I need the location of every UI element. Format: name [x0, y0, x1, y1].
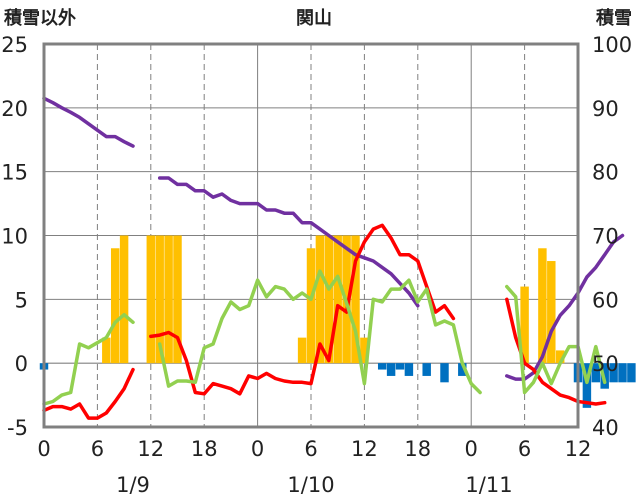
series-line-92D050 [42, 312, 135, 406]
snowfall-bar [582, 363, 592, 408]
snowfall-bar [627, 363, 636, 383]
x-tick-label: 18 [404, 437, 431, 461]
left-y-tick-label: 10 [1, 225, 28, 249]
series-line-snow-depth [157, 176, 420, 308]
snowfall-bar [591, 363, 601, 383]
snowfall-bar [306, 248, 316, 364]
x-tick-label: 12 [565, 437, 592, 461]
left-axis-title: 積雪以外 [3, 7, 76, 29]
left-y-tick-label: 20 [1, 97, 28, 121]
snowfall-bar [422, 363, 431, 376]
right-y-tick-label: 40 [592, 416, 619, 440]
series-line-92D050 [505, 284, 607, 395]
snowfall-bar [173, 235, 182, 364]
right-y-tick-label: 90 [592, 97, 619, 121]
x-tick-label: 12 [137, 437, 164, 461]
snowfall-bar [324, 235, 334, 364]
snowfall-bar [351, 235, 360, 364]
line-layer [42, 96, 625, 420]
snowfall-bar [119, 235, 129, 364]
x-tick-label: 0 [251, 437, 264, 461]
snowfall-bar [155, 235, 164, 364]
left-y-tick-label: 25 [1, 33, 28, 57]
x-tick-label: 0 [37, 437, 50, 461]
right-y-tick-label: 100 [592, 33, 632, 57]
left-y-tick-label: 5 [15, 288, 28, 312]
snowfall-bar [164, 235, 173, 364]
snowfall-bar [555, 350, 565, 364]
grid-layer [44, 44, 578, 427]
left-y-tick-label: 15 [1, 161, 28, 185]
date-label: 1/11 [465, 473, 512, 497]
right-y-tick-label: 70 [592, 225, 619, 249]
snowfall-bar [618, 363, 627, 383]
x-tick-label: 6 [518, 437, 531, 461]
chart-title: 関山 [296, 8, 332, 29]
right-y-tick-label: 60 [592, 288, 619, 312]
bar-layer [39, 235, 636, 408]
snowfall-bar [360, 337, 369, 364]
snowfall-bar [609, 363, 618, 383]
right-y-tick-label: 80 [592, 161, 619, 185]
x-tick-label: 6 [91, 437, 104, 461]
series-line-FF0000 [42, 367, 135, 420]
snowfall-bar [102, 337, 111, 364]
snowfall-bar [395, 363, 405, 370]
series-line-snow-depth [42, 96, 135, 148]
snowfall-bar [440, 363, 449, 383]
snowfall-bar [547, 261, 556, 364]
plot-frame [42, 42, 580, 429]
x-tick-label: 0 [465, 437, 478, 461]
snowfall-bar [520, 286, 529, 364]
x-tick-label: 18 [191, 437, 218, 461]
snowfall-bar [110, 248, 120, 364]
snowfall-bar [146, 235, 156, 364]
x-tick-label: 12 [351, 437, 378, 461]
snowfall-bar [404, 363, 414, 376]
snowfall-bar [377, 363, 387, 370]
date-label: 1/9 [116, 473, 150, 497]
right-axis-title: 積雪 [595, 7, 632, 29]
series-line-92D050 [157, 269, 482, 395]
right-y-tick-label: 50 [592, 352, 619, 376]
snowfall-bar [538, 248, 547, 364]
tick-layer: -5 0 5 10 15 20 25 40 50 60 70 80 90 100 0 6 12 18 0 6 12 18 0… [1, 33, 632, 497]
snowfall-bar [458, 363, 467, 376]
left-y-tick-label: -5 [7, 416, 28, 440]
series-line-FF0000 [149, 223, 456, 396]
date-label: 1/10 [287, 473, 334, 497]
x-tick-label: 6 [304, 437, 317, 461]
snowfall-bar [315, 235, 325, 364]
snowfall-bar [297, 337, 307, 364]
snowfall-bar [333, 235, 342, 364]
series-line-snow-depth [505, 233, 625, 381]
snowfall-bar [386, 363, 396, 376]
left-y-tick-label: 0 [15, 352, 28, 376]
